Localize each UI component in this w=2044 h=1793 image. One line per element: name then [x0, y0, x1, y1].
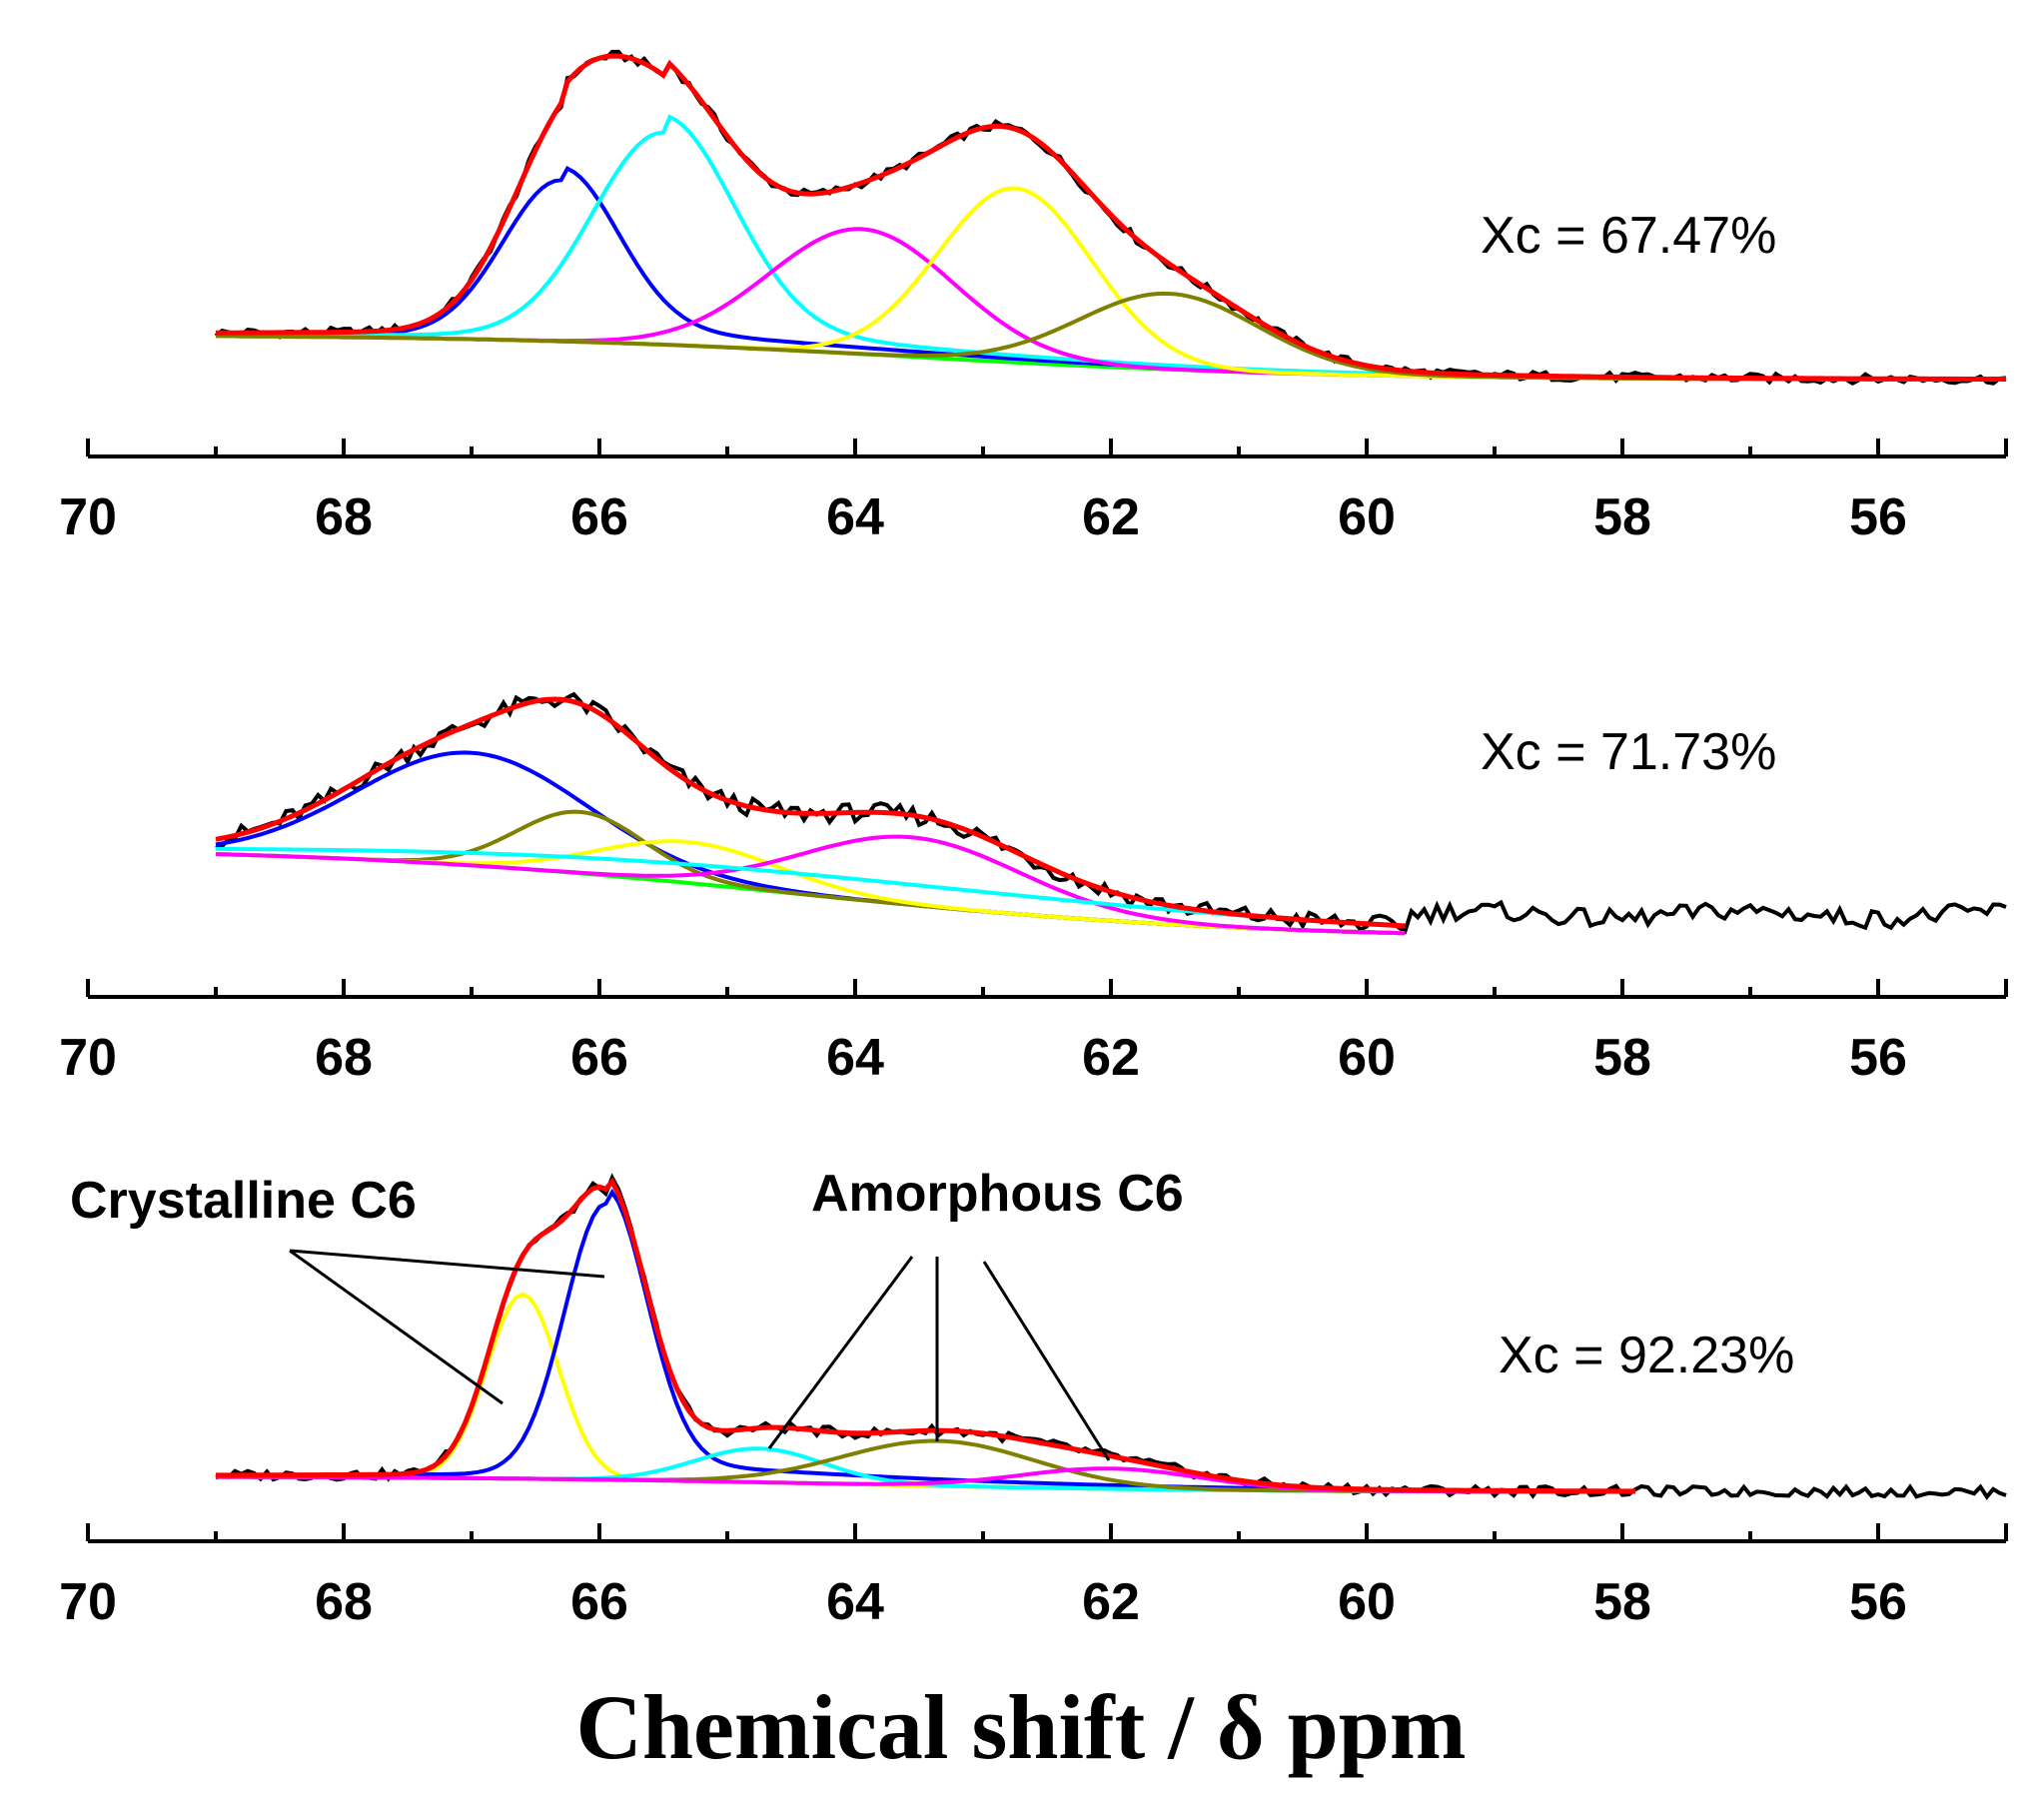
x-tick-label: 68 — [315, 1573, 373, 1631]
x-tick-label: 56 — [1849, 488, 1907, 546]
x-tick-label: 60 — [1338, 1573, 1396, 1631]
deconvolution-peak — [215, 839, 1406, 936]
x-tick-label: 56 — [1849, 1573, 1907, 1631]
x-tick-label: 70 — [59, 1029, 117, 1087]
crystalline-label: Crystalline C6 — [70, 1172, 417, 1230]
x-tick-label: 68 — [315, 488, 373, 546]
x-tick-label: 64 — [826, 1029, 884, 1087]
x-tick-label: 56 — [1849, 1029, 1907, 1087]
x-tick-label: 62 — [1082, 1573, 1140, 1631]
amorphous-label: Amorphous C6 — [811, 1165, 1184, 1223]
fit-curve — [215, 696, 1406, 929]
deconvolution-peak — [216, 1188, 1635, 1493]
xc-annotation-2: Xc = 71.73% — [1481, 723, 1776, 781]
pointer-line — [982, 1261, 1111, 1461]
x-axis-label: Chemical shift / δ ppm — [575, 1676, 1466, 1778]
deconvolution-peak — [215, 834, 1406, 936]
x-tick-label: 66 — [570, 488, 628, 546]
x-tick-label: 60 — [1338, 488, 1396, 546]
xc-annotation-3: Xc = 92.23% — [1499, 1327, 1794, 1384]
x-tick-label: 66 — [570, 1029, 628, 1087]
x-tick-label: 64 — [826, 1573, 884, 1631]
fit-curve — [216, 1177, 1635, 1494]
deconvolution-peak — [216, 165, 2006, 382]
x-tick-label: 66 — [570, 1573, 628, 1631]
crystalline-pointer-lines — [289, 1249, 605, 1405]
pointer-line — [289, 1249, 605, 1279]
experimental-spectrum — [215, 691, 2007, 935]
x-tick-label: 58 — [1593, 488, 1651, 546]
x-tick-label: 70 — [59, 488, 117, 546]
pointer-line — [289, 1249, 504, 1405]
x-tick-label: 58 — [1593, 1029, 1651, 1087]
amorphous-pointer-lines — [767, 1256, 1111, 1461]
panel-xc-92: 70 68 66 64 62 60 58 56 — [59, 1173, 2008, 1631]
panel-xc-71: 70 68 66 64 62 60 58 56 — [59, 691, 2008, 1087]
x-tick-label: 64 — [826, 488, 884, 546]
deconvolution-peak — [215, 1292, 1635, 1494]
x-tick-label: 70 — [59, 1573, 117, 1631]
pointer-line — [767, 1256, 914, 1449]
x-tick-label: 62 — [1082, 488, 1140, 546]
fit-curve — [215, 53, 2007, 383]
x-tick-label: 68 — [315, 1029, 373, 1087]
baseline-curve — [216, 334, 2006, 382]
x-tick-label: 62 — [1082, 1029, 1140, 1087]
x-tick-label: 60 — [1338, 1029, 1396, 1087]
panel-xc-67: 70 68 66 64 62 60 58 56 — [59, 49, 2008, 546]
x-tick-label: 58 — [1593, 1573, 1651, 1631]
xc-annotation-1: Xc = 67.47% — [1481, 207, 1776, 265]
deconvolution-peak — [215, 750, 1406, 936]
